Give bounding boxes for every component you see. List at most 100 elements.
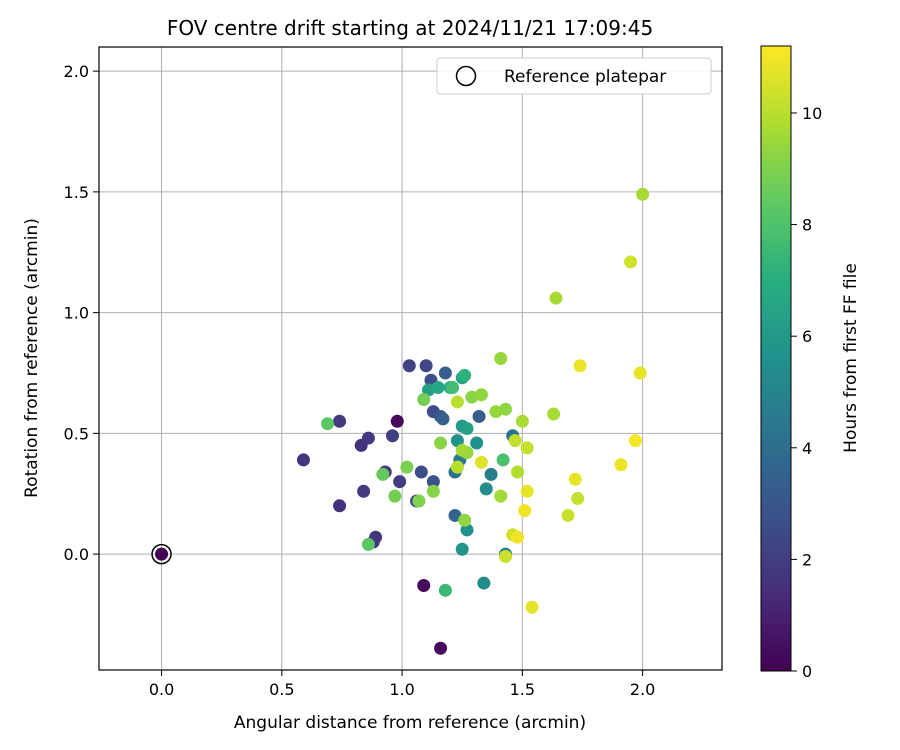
data-point xyxy=(376,467,390,481)
data-point xyxy=(474,455,488,469)
data-point xyxy=(455,542,469,556)
chart-title: FOV centre drift starting at 2024/11/21 … xyxy=(167,16,653,40)
data-point xyxy=(436,412,450,426)
data-point xyxy=(434,641,448,655)
y-axis-label: Rotation from reference (arcmin) xyxy=(22,218,42,498)
data-point xyxy=(571,492,585,506)
y-tick-label: 1.5 xyxy=(64,183,89,202)
data-points xyxy=(155,187,650,655)
data-point xyxy=(472,409,486,423)
data-point xyxy=(388,489,402,503)
legend-entry: Reference platepar xyxy=(504,67,666,87)
data-point xyxy=(460,422,474,436)
x-tick-label: 2.0 xyxy=(630,680,655,699)
data-point xyxy=(561,508,575,522)
data-point xyxy=(458,513,472,527)
data-point xyxy=(414,465,428,479)
colorbar-tick-label: 0 xyxy=(802,662,812,681)
data-point xyxy=(426,484,440,498)
data-point xyxy=(417,393,431,407)
data-point xyxy=(333,499,347,513)
data-point xyxy=(402,359,416,373)
grid-lines xyxy=(99,47,722,670)
colorbar: 0 2 4 6 8 10 Hours from first FF file xyxy=(760,45,861,681)
data-point xyxy=(155,547,169,561)
colorbar-tick-label: 8 xyxy=(802,216,812,235)
data-point xyxy=(448,508,462,522)
data-point xyxy=(400,460,414,474)
y-tick-label: 1.0 xyxy=(64,304,89,323)
data-point xyxy=(614,458,628,472)
colorbar-tick-label: 4 xyxy=(802,439,812,458)
data-point xyxy=(455,443,469,457)
colorbar-label: Hours from first FF file xyxy=(841,263,861,453)
data-point xyxy=(525,600,539,614)
x-tick-label: 0.0 xyxy=(149,680,174,699)
data-point xyxy=(484,467,498,481)
legend-box xyxy=(436,57,712,95)
data-point xyxy=(479,482,493,496)
x-axis-label: Angular distance from reference (arcmin) xyxy=(234,713,586,733)
data-point xyxy=(520,484,534,498)
data-point xyxy=(518,504,532,518)
data-point xyxy=(628,434,642,448)
data-point xyxy=(361,537,375,551)
data-point xyxy=(515,414,529,428)
data-point xyxy=(333,414,347,428)
data-point xyxy=(450,460,464,474)
data-point xyxy=(508,434,522,448)
y-tick-label: 0.0 xyxy=(64,545,89,564)
data-point xyxy=(470,436,484,450)
y-axis-ticks: 0.0 0.5 1.0 1.5 2.0 xyxy=(64,62,99,564)
data-point xyxy=(549,291,563,305)
reference-marker xyxy=(151,543,172,565)
x-tick-label: 0.5 xyxy=(269,680,294,699)
data-point xyxy=(636,187,650,201)
legend: Reference platepar xyxy=(436,57,712,95)
x-tick-label: 1.0 xyxy=(389,680,414,699)
data-point xyxy=(496,453,510,467)
data-point xyxy=(296,453,310,467)
data-point xyxy=(393,475,407,489)
data-point xyxy=(511,530,525,544)
y-tick-label: 0.5 xyxy=(64,424,89,443)
colorbar-tick-label: 10 xyxy=(802,104,822,123)
reference-platepar-marker xyxy=(151,543,172,565)
data-point xyxy=(474,388,488,402)
data-point xyxy=(450,434,464,448)
data-point xyxy=(511,465,525,479)
colorbar-tick-label: 6 xyxy=(802,327,812,346)
data-point xyxy=(434,436,448,450)
x-axis-ticks: 0.0 0.5 1.0 1.5 2.0 xyxy=(149,670,655,699)
data-point xyxy=(417,578,431,592)
data-point xyxy=(438,583,452,597)
data-point xyxy=(385,429,399,443)
legend-marker-icon xyxy=(455,65,477,87)
data-point xyxy=(494,352,508,365)
x-tick-label: 1.5 xyxy=(510,680,535,699)
data-point xyxy=(412,494,426,508)
data-point xyxy=(477,576,491,590)
data-point xyxy=(499,550,513,564)
data-point xyxy=(361,431,375,445)
plot-frame xyxy=(98,46,723,671)
data-point xyxy=(458,368,472,382)
data-point xyxy=(573,359,587,373)
colorbar-ticks: 0 2 4 6 8 10 xyxy=(791,104,822,681)
data-point xyxy=(499,402,513,416)
data-point xyxy=(547,407,561,421)
data-point xyxy=(357,484,371,498)
data-point xyxy=(419,359,433,373)
data-point xyxy=(431,380,445,394)
data-point xyxy=(426,475,440,489)
data-point xyxy=(390,414,404,428)
data-point xyxy=(446,380,460,394)
data-point xyxy=(450,395,464,409)
data-point xyxy=(494,489,508,503)
y-tick-label: 2.0 xyxy=(64,62,89,81)
data-point xyxy=(438,366,452,380)
colorbar-tick-label: 2 xyxy=(802,550,812,569)
data-point xyxy=(321,417,335,431)
data-point xyxy=(568,472,582,486)
